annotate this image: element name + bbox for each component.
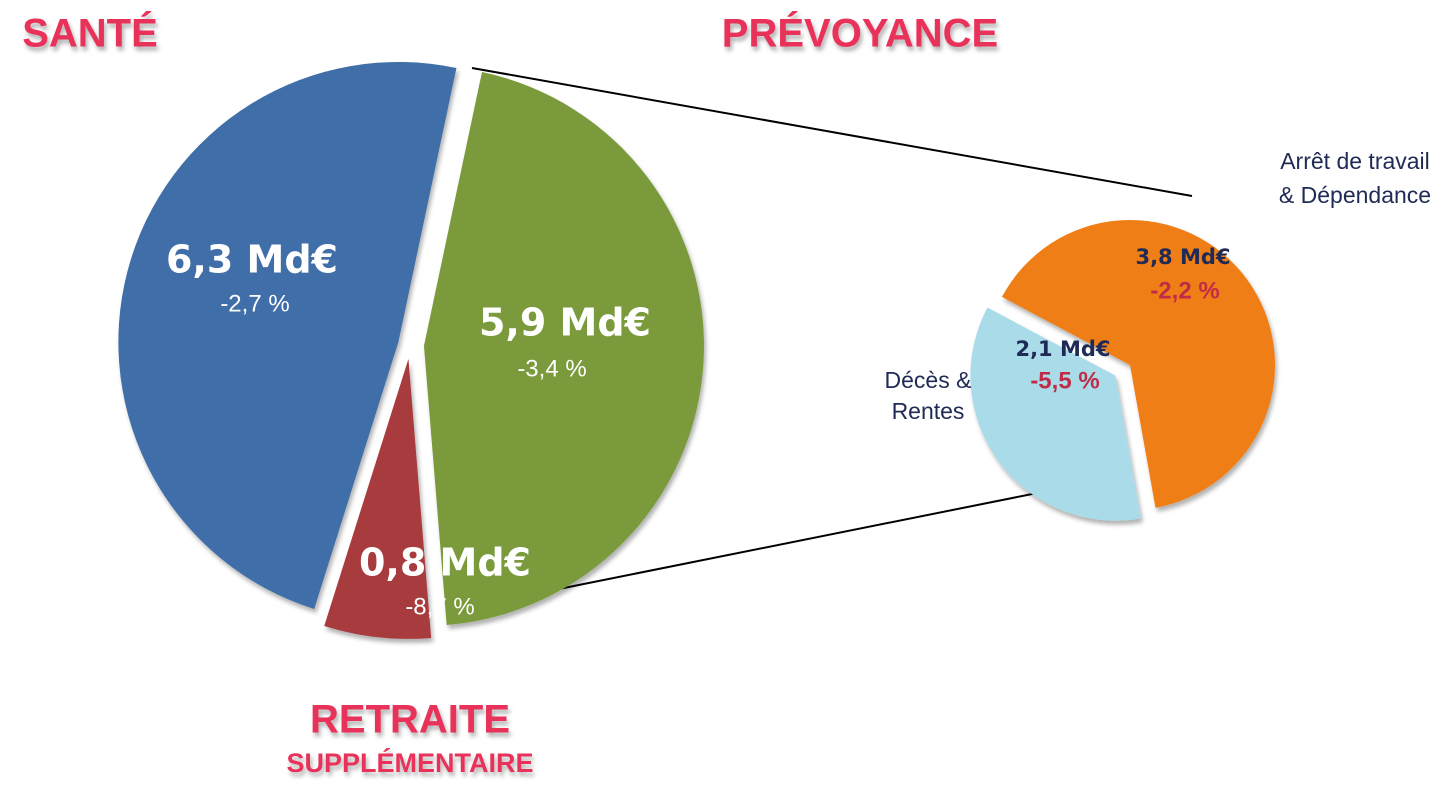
category-label: RETRAITE [310,698,510,742]
pie-slice [970,307,1141,521]
connector-line [471,67,1193,197]
category-label: SANTÉ [22,11,158,56]
pie-slice [423,71,704,625]
category-sublabel: SUPPLÉMENTAIRE [286,747,533,778]
category-label: & Dépendance [1279,182,1431,208]
change-label: -3,4 % [517,355,586,382]
change-label: -5,5 % [1030,367,1099,394]
category-label: Rentes [892,398,965,424]
category-label: Décès & [885,367,972,393]
value-label: 6,3 Md€ [166,238,338,282]
change-label: -8,7 % [405,593,474,620]
pie-slice [118,61,457,609]
change-label: -2,2 % [1150,277,1219,304]
value-label: 5,9 Md€ [479,301,651,345]
category-label: Arrêt de travail [1280,148,1430,174]
category-label: PRÉVOYANCE [722,11,998,56]
change-label: -2,7 % [220,290,289,317]
value-label: 0,8 Md€ [359,541,531,585]
value-label: 2,1 Md€ [1015,337,1110,361]
connector-line [483,477,1113,605]
pie-slice [324,358,432,639]
value-label: 3,8 Md€ [1135,245,1230,269]
pie-slice [1001,220,1275,508]
